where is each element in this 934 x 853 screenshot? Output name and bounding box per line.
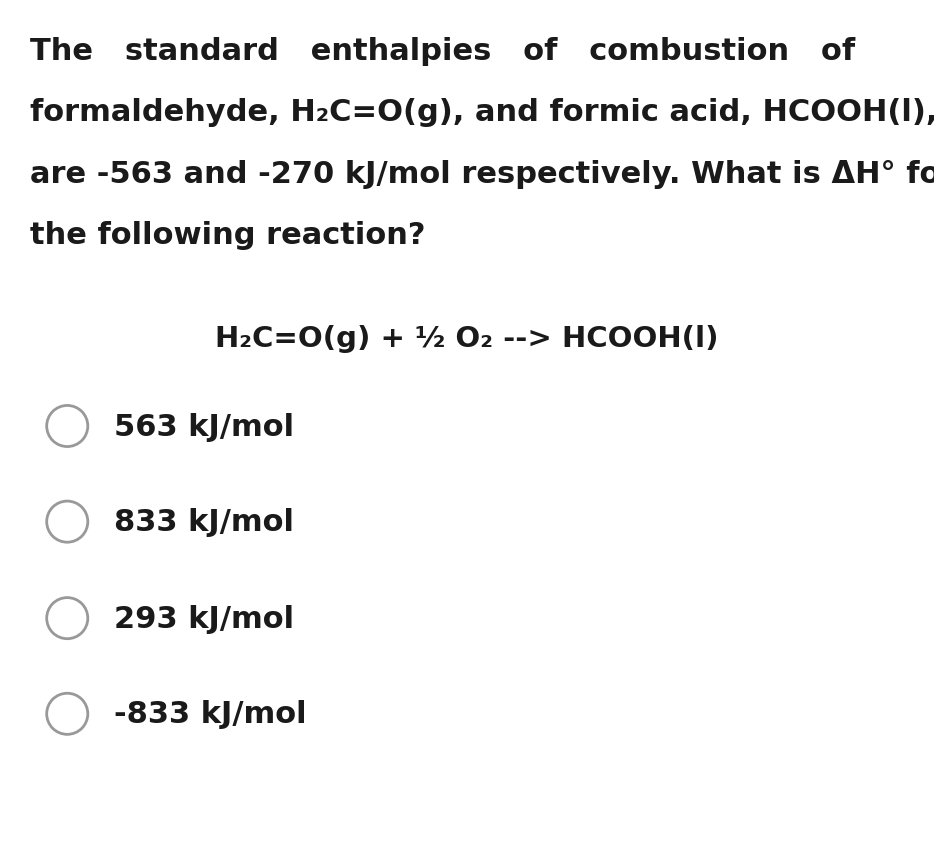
Text: 833 kJ/mol: 833 kJ/mol	[114, 508, 294, 537]
Text: -833 kJ/mol: -833 kJ/mol	[114, 699, 306, 728]
Text: 293 kJ/mol: 293 kJ/mol	[114, 604, 294, 633]
Text: 563 kJ/mol: 563 kJ/mol	[114, 412, 294, 441]
Text: are -563 and -270 kJ/mol respectively. What is ΔH° for: are -563 and -270 kJ/mol respectively. W…	[30, 160, 934, 189]
Text: the following reaction?: the following reaction?	[30, 221, 425, 250]
Text: The   standard   enthalpies   of   combustion   of: The standard enthalpies of combustion of	[30, 37, 855, 66]
Text: formaldehyde, H₂C=O(g), and formic acid, HCOOH(l),: formaldehyde, H₂C=O(g), and formic acid,…	[30, 98, 934, 127]
Text: H₂C=O(g) + ½ O₂ --> HCOOH(l): H₂C=O(g) + ½ O₂ --> HCOOH(l)	[215, 324, 719, 352]
